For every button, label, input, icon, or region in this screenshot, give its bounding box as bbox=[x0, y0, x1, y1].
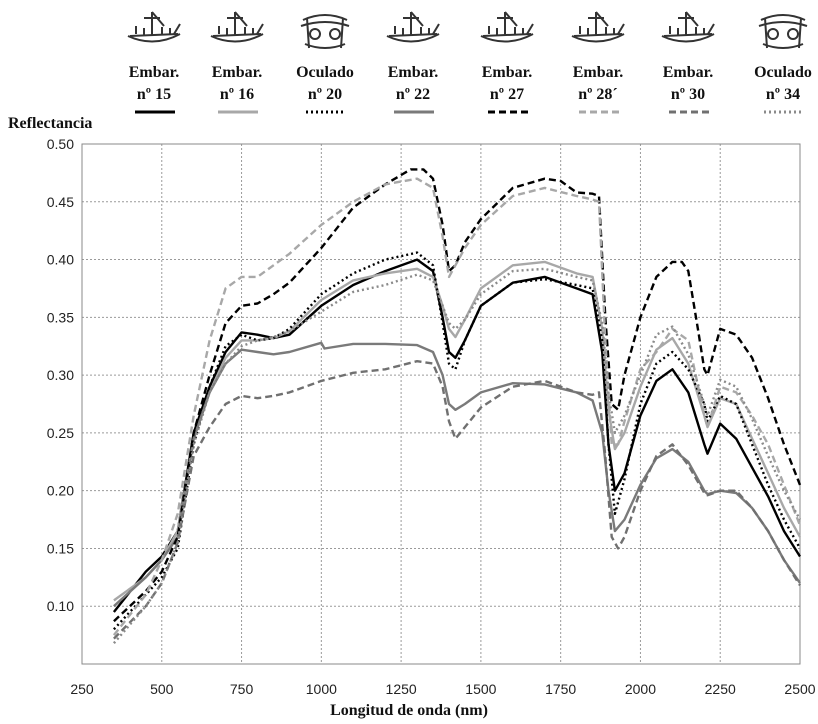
series-line-4 bbox=[113, 341, 801, 608]
legend-swatch bbox=[394, 110, 434, 114]
legend-swatch bbox=[135, 110, 175, 114]
legend-label: Embar. nº 16 bbox=[211, 64, 263, 103]
y-tick-label: 0.15 bbox=[47, 540, 74, 556]
y-tick-label: 0.25 bbox=[47, 425, 74, 441]
y-axis-label: Reflectancia bbox=[8, 115, 93, 132]
y-tick-label: 0.40 bbox=[47, 252, 74, 268]
x-tick-label: 1500 bbox=[465, 681, 496, 697]
x-tick-label: 500 bbox=[150, 681, 174, 697]
legend-swatch bbox=[579, 110, 619, 114]
legend-swatch bbox=[218, 110, 258, 114]
x-tick-label: 2250 bbox=[705, 681, 736, 697]
x-tick-label: 1750 bbox=[545, 681, 576, 697]
legend-label: Embar. nº 15 bbox=[128, 64, 180, 103]
boat-petroglyph-icon bbox=[661, 11, 715, 43]
series-line-3 bbox=[113, 251, 802, 631]
x-tick-label: 750 bbox=[230, 681, 254, 697]
x-axis-label: Longitud de onda (nm) bbox=[330, 702, 488, 719]
eye-idol-petroglyph-icon bbox=[300, 14, 350, 49]
plot-area bbox=[81, 143, 801, 665]
x-tick-label: 2500 bbox=[784, 681, 815, 697]
boat-petroglyph-icon bbox=[480, 11, 534, 43]
legend-label: Embar. nº 22 bbox=[387, 64, 439, 103]
series-line-7 bbox=[113, 360, 802, 640]
x-tick-label: 250 bbox=[70, 681, 94, 697]
y-tick-label: 0.50 bbox=[47, 136, 74, 152]
legend-label: Embar. nº 28´ bbox=[572, 64, 624, 103]
boat-petroglyph-icon bbox=[571, 11, 625, 43]
y-tick-label: 0.30 bbox=[47, 367, 74, 383]
x-tick-label: 2000 bbox=[625, 681, 656, 697]
series-line-2 bbox=[113, 260, 802, 602]
legend-swatch bbox=[306, 110, 346, 114]
y-tick-label: 0.20 bbox=[47, 483, 74, 499]
y-tick-label: 0.45 bbox=[47, 194, 74, 210]
boat-petroglyph-icon bbox=[386, 11, 440, 43]
boat-petroglyph-icon bbox=[210, 11, 264, 43]
series-line-6 bbox=[112, 177, 802, 636]
legend-swatch bbox=[669, 110, 709, 114]
legend-label: Oculado nº 20 bbox=[296, 64, 354, 103]
legend-label: Embar. nº 27 bbox=[481, 64, 533, 103]
legend-label: Embar. nº 30 bbox=[662, 64, 714, 103]
series-line-5 bbox=[113, 168, 802, 623]
series-line-8 bbox=[112, 267, 802, 644]
legend-swatch bbox=[488, 110, 528, 114]
x-tick-label: 1000 bbox=[306, 681, 337, 697]
legend-swatch bbox=[764, 110, 804, 114]
legend-label: Oculado nº 34 bbox=[754, 64, 812, 103]
y-tick-label: 0.10 bbox=[47, 598, 74, 614]
x-tick-label: 1250 bbox=[386, 681, 417, 697]
boat-petroglyph-icon bbox=[127, 11, 181, 43]
eye-idol-petroglyph-icon bbox=[758, 14, 808, 49]
y-tick-label: 0.35 bbox=[47, 309, 74, 325]
